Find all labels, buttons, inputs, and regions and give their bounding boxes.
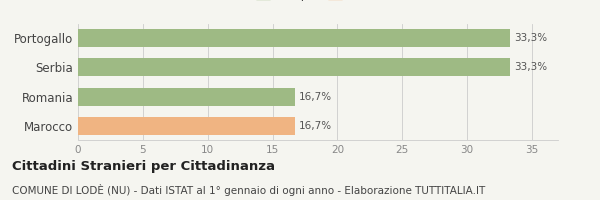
Text: Cittadini Stranieri per Cittadinanza: Cittadini Stranieri per Cittadinanza: [12, 160, 275, 173]
Text: 33,3%: 33,3%: [514, 33, 547, 43]
Bar: [78, 88, 295, 106]
Legend: Europa, Africa: Europa, Africa: [253, 0, 383, 4]
Bar: [78, 58, 510, 76]
Text: 16,7%: 16,7%: [299, 121, 332, 131]
Text: 16,7%: 16,7%: [299, 92, 332, 102]
Text: COMUNE DI LODÈ (NU) - Dati ISTAT al 1° gennaio di ogni anno - Elaborazione TUTTI: COMUNE DI LODÈ (NU) - Dati ISTAT al 1° g…: [12, 184, 485, 196]
Bar: [78, 117, 295, 135]
Bar: [78, 29, 510, 47]
Text: 33,3%: 33,3%: [514, 62, 547, 72]
